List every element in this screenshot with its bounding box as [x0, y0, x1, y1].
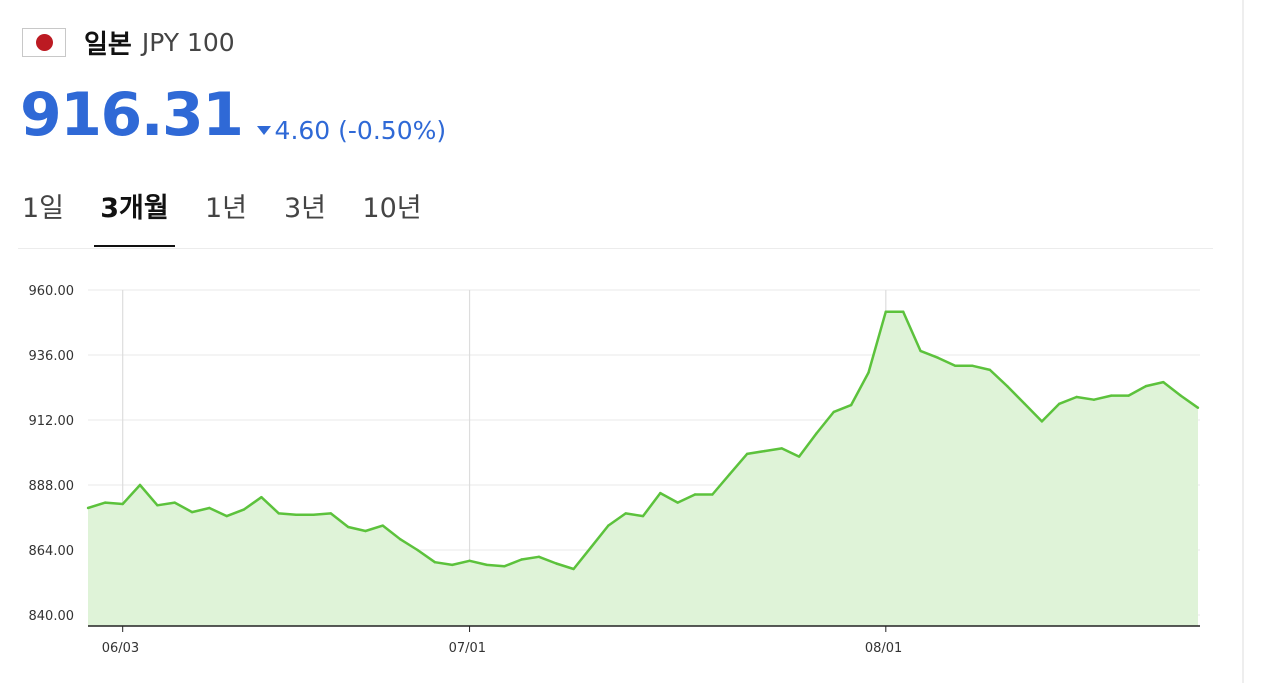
right-border: [1242, 0, 1244, 683]
currency-header: 일본 JPY 100: [22, 25, 235, 60]
y-axis-labels: 960.00 936.00 912.00 888.00 864.00 840.00: [29, 284, 75, 624]
down-triangle-icon: [256, 126, 271, 135]
x-tick-label: 08/01: [865, 641, 902, 656]
tab-3-years[interactable]: 3년: [283, 193, 327, 224]
tab-1-year[interactable]: 1년: [204, 193, 248, 224]
price-change: 4.60 (-0.50%): [256, 116, 447, 145]
x-tick-label: 06/03: [102, 641, 139, 656]
japan-flag-icon: [22, 27, 66, 57]
y-tick-label: 840.00: [29, 609, 75, 624]
y-tick-label: 936.00: [29, 349, 75, 364]
tab-10-years[interactable]: 10년: [362, 193, 422, 224]
x-tick-label: 07/01: [449, 641, 486, 656]
y-tick-label: 960.00: [29, 284, 75, 299]
series-line: [87, 310, 1199, 571]
country-name: 일본: [84, 29, 132, 60]
tab-3-months[interactable]: 3개월: [94, 186, 175, 247]
x-axis-labels: 06/03 07/01 08/01: [102, 626, 902, 656]
y-tick-label: 888.00: [29, 479, 75, 494]
current-price: 916.31: [20, 80, 244, 150]
currency-code: JPY 100: [141, 27, 235, 57]
tab-1-day[interactable]: 1일: [21, 193, 65, 224]
quote: 916.31 4.60 (-0.50%): [20, 80, 446, 150]
area-fill: [88, 311, 1198, 626]
exchange-rate-chart: 960.00 936.00 912.00 888.00 864.00 840.00 06/…: [29, 284, 1200, 656]
y-tick-label: 864.00: [29, 544, 75, 559]
price-change-value: 4.60 (-0.50%): [274, 116, 447, 145]
period-tabs: 1일 3개월 1년 3년 10년: [18, 178, 1213, 249]
y-tick-label: 912.00: [29, 414, 75, 429]
